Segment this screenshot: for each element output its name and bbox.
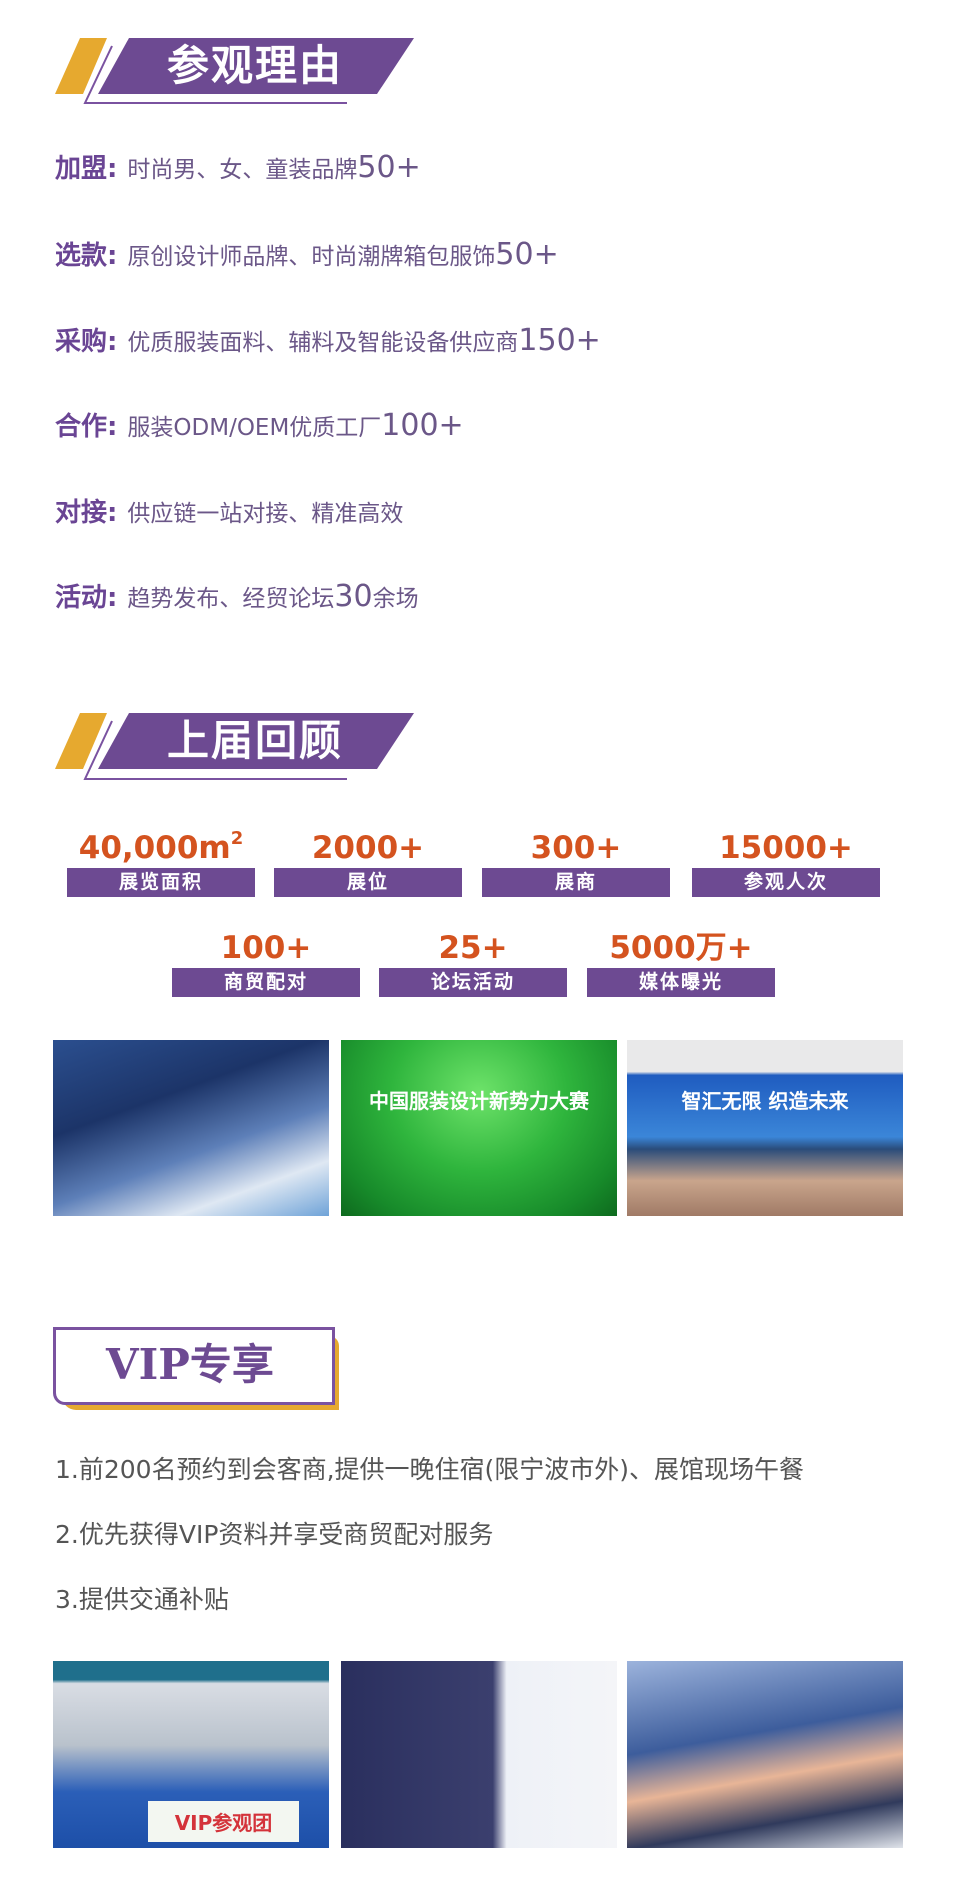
reason-text: 时尚男、女、童装品牌 bbox=[127, 157, 358, 183]
stat-value: 25+ bbox=[379, 930, 567, 966]
section-title: 参观理由 bbox=[166, 41, 343, 90]
stat-value-text: 25+ bbox=[438, 930, 508, 966]
reason-item: 加盟: 时尚男、女、童装品牌 50+ bbox=[55, 148, 421, 188]
perk-item: 1.前200名预约到会客商,提供一晚住宿(限宁波市外)、展馆现场午餐 bbox=[55, 1455, 805, 1484]
stat-value: 2000+ bbox=[274, 830, 462, 866]
perk-item: 2.优先获得VIP资料并享受商贸配对服务 bbox=[55, 1520, 494, 1549]
reason-text: 优质服装面料、辅料及智能设备供应商 bbox=[127, 330, 519, 356]
reason-label: 对接: bbox=[55, 498, 118, 528]
vip-title-box: VIP专享 bbox=[53, 1327, 335, 1405]
reason-label: 活动: bbox=[55, 583, 118, 613]
exhibition-booth-photo bbox=[341, 1661, 617, 1848]
stat-value: 15000+ bbox=[692, 830, 880, 866]
stat-value-text: 100+ bbox=[220, 930, 312, 966]
reason-number: 50+ bbox=[495, 237, 559, 272]
stat-item: 5000万+ 媒体曝光 bbox=[587, 930, 775, 997]
stat-label: 展商 bbox=[482, 868, 670, 897]
reason-label: 选款: bbox=[55, 241, 118, 271]
reason-number: 100+ bbox=[381, 408, 464, 443]
reason-number: 150+ bbox=[518, 323, 601, 358]
reason-item: 对接: 供应链一站对接、精准高效 bbox=[55, 492, 403, 532]
stat-item: 40,000m2 展览面积 bbox=[67, 830, 255, 897]
banner-decoration bbox=[55, 38, 414, 104]
stat-item: 100+ 商贸配对 bbox=[172, 930, 360, 997]
reason-number: 50+ bbox=[357, 150, 421, 185]
stat-value-text: 2000+ bbox=[311, 830, 425, 866]
reason-item: 采购: 优质服装面料、辅料及智能设备供应商 150+ bbox=[55, 321, 601, 361]
stat-value: 40,000m2 bbox=[67, 828, 255, 867]
section-title: 上届回顾 bbox=[166, 716, 343, 765]
photo-caption: VIP参观团 bbox=[148, 1801, 299, 1842]
reason-label: 采购: bbox=[55, 327, 118, 357]
stat-value-text: 40,000m bbox=[78, 830, 231, 866]
perk-item: 3.提供交通补贴 bbox=[55, 1585, 229, 1614]
vip-group-photo: VIP参观团 bbox=[53, 1661, 329, 1848]
reason-label: 合作: bbox=[55, 412, 118, 442]
stat-item: 25+ 论坛活动 bbox=[379, 930, 567, 997]
stat-value: 5000万+ bbox=[587, 930, 775, 966]
stat-item: 300+ 展商 bbox=[482, 830, 670, 897]
photo-caption: 智汇无限 织造未来 bbox=[681, 1089, 849, 1113]
stat-value-text: 15000+ bbox=[719, 830, 853, 866]
reason-item: 选款: 原创设计师品牌、时尚潮牌箱包服饰 50+ bbox=[55, 235, 559, 275]
forum-audience-photo bbox=[53, 1040, 329, 1216]
reason-text: 原创设计师品牌、时尚潮牌箱包服饰 bbox=[127, 244, 496, 270]
vip-visit-photo bbox=[627, 1661, 903, 1848]
textile-robot-forum-photo: 智汇无限 织造未来 bbox=[627, 1040, 903, 1216]
section-title: VIP专享 bbox=[106, 1340, 274, 1389]
reason-item: 活动: 趋势发布、经贸论坛 30 余场 bbox=[55, 577, 419, 617]
reason-number: 30 bbox=[334, 579, 373, 614]
stat-label: 展览面积 bbox=[67, 868, 255, 897]
stat-label: 论坛活动 bbox=[379, 968, 567, 997]
reason-text: 趋势发布、经贸论坛 bbox=[127, 586, 335, 612]
fashion-design-competition-photo: 中国服装设计新势力大赛 bbox=[341, 1040, 617, 1216]
stat-label: 媒体曝光 bbox=[587, 968, 775, 997]
section-banner-previous-review: 上届回顾 bbox=[0, 713, 430, 788]
stat-item: 15000+ 参观人次 bbox=[692, 830, 880, 897]
stat-label: 参观人次 bbox=[692, 868, 880, 897]
reason-text: 供应链一站对接、精准高效 bbox=[127, 501, 404, 527]
reason-item: 合作: 服装ODM/OEM优质工厂 100+ bbox=[55, 406, 464, 446]
reason-suffix: 余场 bbox=[372, 586, 419, 612]
photo-caption: 中国服装设计新势力大赛 bbox=[369, 1089, 589, 1113]
banner-decoration bbox=[55, 713, 414, 780]
section-banner-visit-reasons: 参观理由 bbox=[0, 38, 430, 113]
stat-label: 商贸配对 bbox=[172, 968, 360, 997]
reason-label: 加盟: bbox=[55, 154, 118, 184]
stat-item: 2000+ 展位 bbox=[274, 830, 462, 897]
stat-value-text: 300+ bbox=[530, 830, 622, 866]
reason-text: 服装ODM/OEM优质工厂 bbox=[127, 415, 382, 441]
stat-value-text: 5000万+ bbox=[609, 930, 753, 966]
stat-value: 100+ bbox=[172, 930, 360, 966]
stat-label: 展位 bbox=[274, 868, 462, 897]
stat-value-superscript: 2 bbox=[230, 828, 244, 849]
stat-value: 300+ bbox=[482, 830, 670, 866]
